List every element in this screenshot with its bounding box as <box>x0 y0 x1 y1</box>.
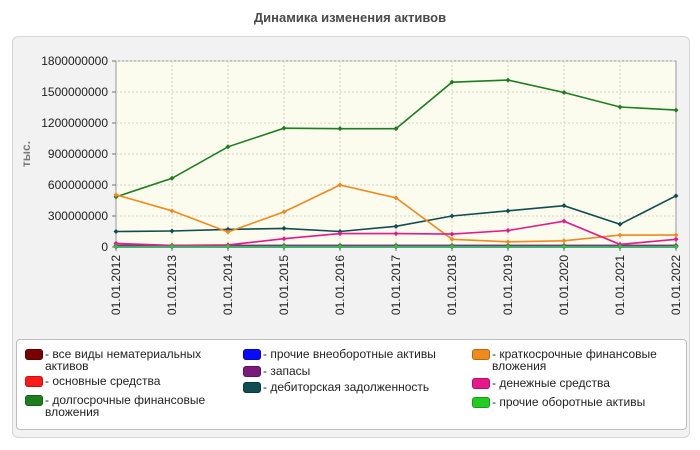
chart-title: Динамика изменения активов <box>253 10 447 25</box>
legend-label: - дебиторская задолженность <box>263 380 430 394</box>
data-point <box>169 243 175 249</box>
legend-swatch <box>25 376 43 387</box>
y-tick-label: 900000000 <box>48 147 108 161</box>
chart-legend: - все виды нематериальных активов - основ… <box>16 339 687 430</box>
data-point <box>281 225 287 231</box>
legend-label: - запасы <box>263 364 311 378</box>
legend-swatch <box>243 349 261 360</box>
y-tick-label: 1200000000 <box>41 116 108 130</box>
x-tick-label: 01.01.2012 <box>109 255 123 315</box>
data-point <box>169 208 175 214</box>
data-point <box>505 243 511 249</box>
data-point <box>393 231 399 237</box>
data-point <box>393 195 399 201</box>
data-point <box>113 240 119 246</box>
data-point <box>337 182 343 188</box>
x-tick-label: 01.01.2019 <box>501 255 515 315</box>
legend-label: - долгосрочные финансовые вложения <box>45 393 206 419</box>
data-point <box>449 231 455 237</box>
legend-swatch <box>243 366 261 377</box>
data-point <box>673 236 679 242</box>
data-point <box>617 104 623 110</box>
data-point <box>505 227 511 233</box>
y-tick-label: 0 <box>101 240 108 254</box>
data-point <box>393 243 399 249</box>
y-tick-label: 1800000000 <box>41 54 108 68</box>
x-tick-label: 01.01.2016 <box>333 255 347 315</box>
legend-label: - основные средства <box>45 374 161 388</box>
data-point <box>281 243 287 249</box>
x-tick-label: 01.01.2015 <box>277 255 291 315</box>
data-point <box>281 125 287 131</box>
data-point <box>449 236 455 242</box>
data-point <box>449 79 455 85</box>
data-point <box>505 77 511 83</box>
legend-label: - прочие оборотные активы <box>492 395 646 409</box>
data-point <box>617 243 623 249</box>
y-axis-label: тыс. <box>19 141 33 167</box>
data-point <box>281 236 287 242</box>
x-tick-label: 01.01.2018 <box>445 255 459 315</box>
legend-label: - все виды нематериальных активов <box>45 347 202 373</box>
legend-label: - прочие внеоборотные активы <box>263 347 436 361</box>
data-point <box>113 192 119 198</box>
x-tick-label: 01.01.2017 <box>389 255 403 315</box>
data-point <box>673 243 679 249</box>
legend-label: - краткосрочные финансовые вложения <box>492 347 657 373</box>
x-tick-label: 01.01.2013 <box>165 255 179 315</box>
data-point <box>113 229 119 234</box>
x-tick-label: 01.01.2021 <box>613 255 627 315</box>
y-tick-label: 1500000000 <box>41 85 108 99</box>
data-point <box>505 208 511 214</box>
data-point <box>673 193 679 199</box>
legend-swatch <box>472 397 490 408</box>
data-point <box>337 231 343 237</box>
data-point <box>673 107 679 113</box>
y-tick-label: 600000000 <box>48 178 108 192</box>
data-point <box>281 209 287 215</box>
data-point <box>505 239 511 245</box>
data-point <box>337 243 343 249</box>
data-point <box>561 203 567 209</box>
data-point <box>673 232 679 238</box>
x-tick-label: 01.01.2014 <box>221 255 235 315</box>
data-point <box>225 144 231 150</box>
legend-swatch <box>25 349 43 360</box>
data-point <box>169 228 175 234</box>
data-point <box>561 90 567 96</box>
data-point <box>561 243 567 249</box>
data-point <box>393 126 399 132</box>
legend-swatch <box>243 382 261 393</box>
legend-swatch <box>472 378 490 389</box>
legend-swatch <box>472 349 490 360</box>
x-tick-label: 01.01.2020 <box>557 255 571 315</box>
legend-swatch <box>25 395 43 406</box>
data-point <box>449 213 455 219</box>
legend-label: - денежные средства <box>492 376 610 390</box>
y-tick-label: 300000000 <box>48 209 108 223</box>
data-point <box>169 175 175 181</box>
x-tick-label: 01.01.2022 <box>669 255 683 315</box>
data-point <box>113 243 119 249</box>
data-point <box>449 243 455 249</box>
data-point <box>225 229 231 235</box>
data-point <box>337 126 343 132</box>
data-point <box>225 243 231 249</box>
data-point <box>617 232 623 238</box>
data-point <box>617 221 623 227</box>
data-point <box>561 238 567 244</box>
data-point <box>393 223 399 229</box>
data-point <box>561 218 567 224</box>
